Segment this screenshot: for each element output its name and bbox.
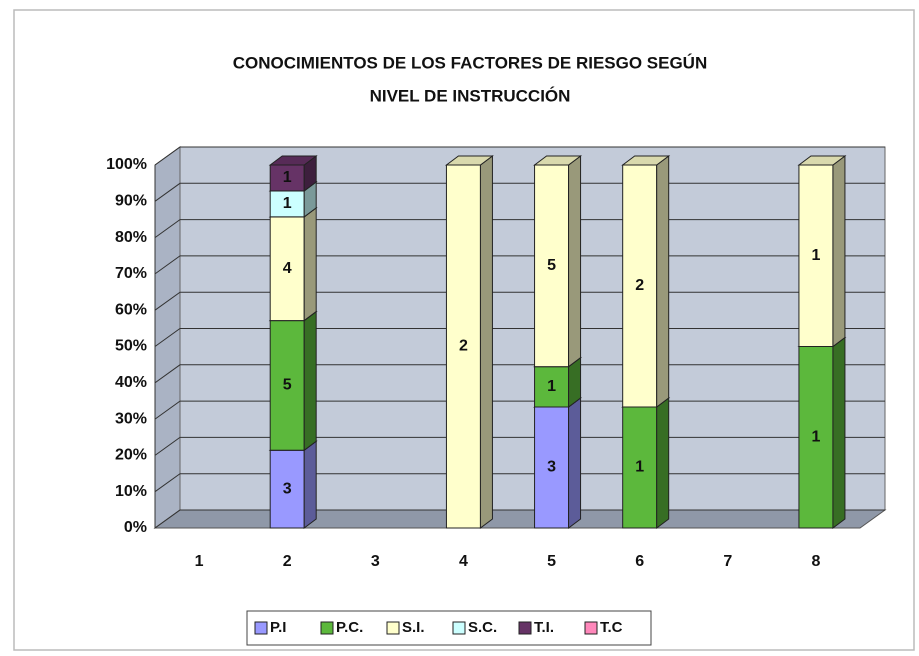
bar-side: [568, 155, 582, 368]
y-tick-label: 40%: [115, 374, 147, 391]
x-tick-label: 1: [195, 553, 204, 570]
bar-top: [268, 155, 318, 166]
data-label: 4: [283, 260, 292, 277]
grid-line: [154, 146, 885, 166]
legend-swatch: [518, 621, 532, 635]
x-tick-label: 3: [371, 553, 380, 570]
legend-label: S.C.: [468, 619, 497, 636]
y-tick-label: 50%: [115, 338, 147, 355]
x-tick-label: 8: [811, 553, 820, 570]
bar: [269, 190, 305, 218]
y-tick-label: 30%: [115, 410, 147, 427]
data-label: 1: [811, 428, 820, 445]
bar-side: [479, 155, 493, 529]
data-label: 3: [547, 459, 556, 476]
data-label: 5: [547, 257, 556, 274]
data-label: 2: [459, 338, 468, 355]
bar-side: [656, 155, 670, 408]
data-label: 1: [283, 195, 292, 212]
x-tick-label: 5: [547, 553, 556, 570]
bar: [534, 366, 570, 408]
bar: [534, 164, 570, 368]
bar: [269, 449, 305, 529]
bar-top: [797, 155, 847, 166]
floor: [153, 509, 887, 529]
x-tick-label: 4: [459, 553, 468, 570]
data-label: 1: [811, 247, 820, 264]
bar-side: [303, 440, 317, 529]
y-tick-label: 70%: [115, 265, 147, 282]
bar-top: [621, 155, 671, 166]
data-label: 3: [283, 480, 292, 497]
legend-label: T.C: [600, 619, 623, 636]
bar: [269, 320, 305, 451]
bar-side: [656, 397, 670, 529]
bar-side: [303, 310, 317, 452]
chart-subtitle: NIVEL DE INSTRUCCIÓN: [370, 86, 571, 105]
x-tick-label: 2: [283, 553, 292, 570]
bar: [622, 164, 658, 408]
legend-swatch: [320, 621, 334, 635]
legend-label: S.I.: [402, 619, 425, 636]
legend-swatch: [254, 621, 268, 635]
y-tick-label: 10%: [115, 483, 147, 500]
legend-swatch: [386, 621, 400, 635]
legend-box: [246, 610, 652, 646]
bar-side: [832, 155, 846, 348]
legend-label: P.I: [270, 619, 286, 636]
data-label: 2: [635, 277, 644, 294]
legend-swatch: [584, 621, 598, 635]
y-tick-label: 80%: [115, 229, 147, 246]
data-label: 1: [283, 169, 292, 186]
data-label: 5: [283, 377, 292, 394]
x-tick-label: 6: [635, 553, 644, 570]
y-tick-label: 60%: [115, 301, 147, 318]
legend-label: T.I.: [534, 619, 554, 636]
y-tick-label: 0%: [124, 519, 147, 536]
y-tick-label: 90%: [115, 193, 147, 210]
bar-side: [303, 206, 317, 322]
data-label: 1: [635, 459, 644, 476]
y-tick-label: 20%: [115, 447, 147, 464]
bar: [445, 164, 481, 529]
data-label: 1: [547, 378, 556, 395]
y-tick-label: 100%: [106, 156, 147, 173]
bar-side: [832, 336, 846, 529]
bar-top: [444, 155, 494, 166]
bar-side: [568, 397, 582, 529]
legend-label: P.C.: [336, 619, 363, 636]
chart-title: CONOCIMIENTOS DE LOS FACTORES DE RIESGO …: [233, 53, 708, 72]
x-tick-label: 7: [723, 553, 732, 570]
bar-top: [533, 155, 583, 166]
legend-swatch: [452, 621, 466, 635]
